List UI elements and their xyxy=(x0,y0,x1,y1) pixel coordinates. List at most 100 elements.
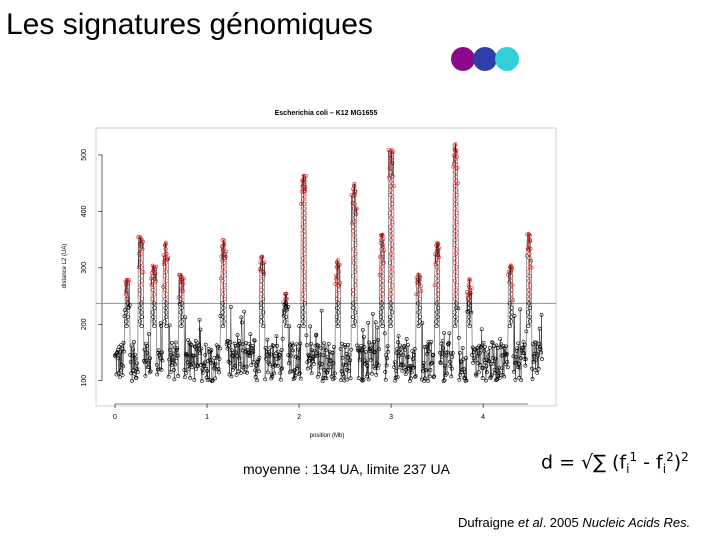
peak-point xyxy=(178,310,183,315)
peak-point xyxy=(454,305,459,310)
peak-point xyxy=(352,265,358,270)
peak-point xyxy=(389,174,395,180)
peak-point xyxy=(389,197,395,202)
peak-point xyxy=(124,296,129,301)
peak-point xyxy=(527,265,532,270)
peak-point xyxy=(454,283,459,288)
peak-point xyxy=(301,224,306,229)
peak-point xyxy=(526,242,531,247)
peak-point xyxy=(527,305,532,310)
peak-point xyxy=(434,256,439,261)
peak-point xyxy=(388,188,393,193)
peak-point xyxy=(453,174,459,180)
peak-point xyxy=(259,319,264,324)
peak-point xyxy=(435,247,440,252)
peak-point xyxy=(152,269,157,274)
peak-point xyxy=(139,238,144,243)
data-point xyxy=(519,348,524,353)
peak-point xyxy=(164,292,169,297)
peak-point xyxy=(283,292,288,297)
peak-point xyxy=(380,274,385,279)
peak-point xyxy=(139,269,144,274)
peak-point xyxy=(527,274,532,279)
peak-point xyxy=(388,296,393,301)
data-point xyxy=(269,372,274,377)
x-axis-label: position (Mb) xyxy=(310,433,345,439)
peak-point xyxy=(466,301,471,306)
peak-point xyxy=(302,283,307,288)
peak-point xyxy=(351,229,356,234)
peak-point xyxy=(152,283,157,288)
peak-point xyxy=(260,269,265,274)
y-tick-label: 400 xyxy=(81,205,88,217)
peak-point xyxy=(178,278,183,283)
peak-point xyxy=(453,323,458,329)
peak-point xyxy=(302,233,307,238)
peak-point xyxy=(434,323,439,329)
peak-point xyxy=(527,238,533,243)
peak-point xyxy=(124,292,129,297)
peak-point xyxy=(453,247,459,252)
peak-point xyxy=(162,256,168,261)
peak-point xyxy=(435,283,440,288)
peak-point xyxy=(164,310,169,315)
peak-point xyxy=(388,229,393,234)
peak-point xyxy=(353,210,358,216)
peak-point xyxy=(164,278,169,283)
peak-point xyxy=(260,310,265,315)
peak-point xyxy=(352,192,358,198)
peak-point xyxy=(388,210,393,216)
peak-point xyxy=(336,287,341,292)
peak-point xyxy=(300,314,306,320)
peak-point xyxy=(380,323,385,329)
peak-point xyxy=(435,296,440,301)
peak-point xyxy=(301,310,306,315)
peak-point xyxy=(507,301,513,306)
peak-point xyxy=(152,323,157,329)
peak-point xyxy=(179,287,185,292)
peak-point xyxy=(336,274,341,279)
peak-point xyxy=(351,323,356,329)
peak-point xyxy=(301,215,307,220)
peak-point xyxy=(466,314,472,320)
data-point xyxy=(277,353,282,358)
peak-point xyxy=(435,305,441,310)
peak-point xyxy=(283,296,288,301)
peak-point xyxy=(388,319,393,324)
peak-point xyxy=(178,283,184,288)
peak-point xyxy=(380,233,385,238)
peak-point xyxy=(139,274,144,279)
peak-point xyxy=(509,319,514,324)
data-point xyxy=(486,359,491,363)
peak-point xyxy=(139,314,144,320)
data-points xyxy=(113,142,544,384)
peak-point xyxy=(509,292,514,297)
decorative-dot-cyan xyxy=(495,47,519,71)
peak-point xyxy=(179,301,185,306)
peak-point xyxy=(380,260,385,265)
peak-point xyxy=(138,256,143,261)
formula-mid: - f xyxy=(637,451,663,474)
peak-point xyxy=(301,242,307,247)
peak-point xyxy=(353,278,358,283)
peak-point xyxy=(389,283,395,288)
peak-point xyxy=(389,147,394,152)
peak-point xyxy=(351,305,356,310)
peak-point xyxy=(283,314,289,320)
peak-point xyxy=(334,265,339,270)
peak-point xyxy=(468,287,473,292)
data-point xyxy=(290,341,295,346)
data-point xyxy=(209,379,214,383)
data-point xyxy=(394,350,399,355)
peak-point xyxy=(222,260,227,265)
peak-point xyxy=(388,292,393,297)
peak-point xyxy=(351,224,356,229)
peak-point xyxy=(351,287,356,292)
peak-point xyxy=(163,287,168,292)
peak-point xyxy=(509,305,514,310)
peak-point xyxy=(259,314,264,320)
peak-point xyxy=(351,292,356,297)
formula-sup-1: 1 xyxy=(629,450,638,464)
peak-point xyxy=(138,305,143,310)
